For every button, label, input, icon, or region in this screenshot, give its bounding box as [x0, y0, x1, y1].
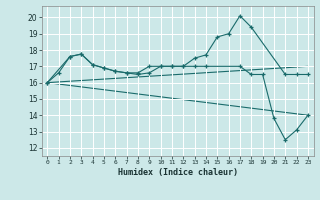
X-axis label: Humidex (Indice chaleur): Humidex (Indice chaleur): [118, 168, 237, 177]
